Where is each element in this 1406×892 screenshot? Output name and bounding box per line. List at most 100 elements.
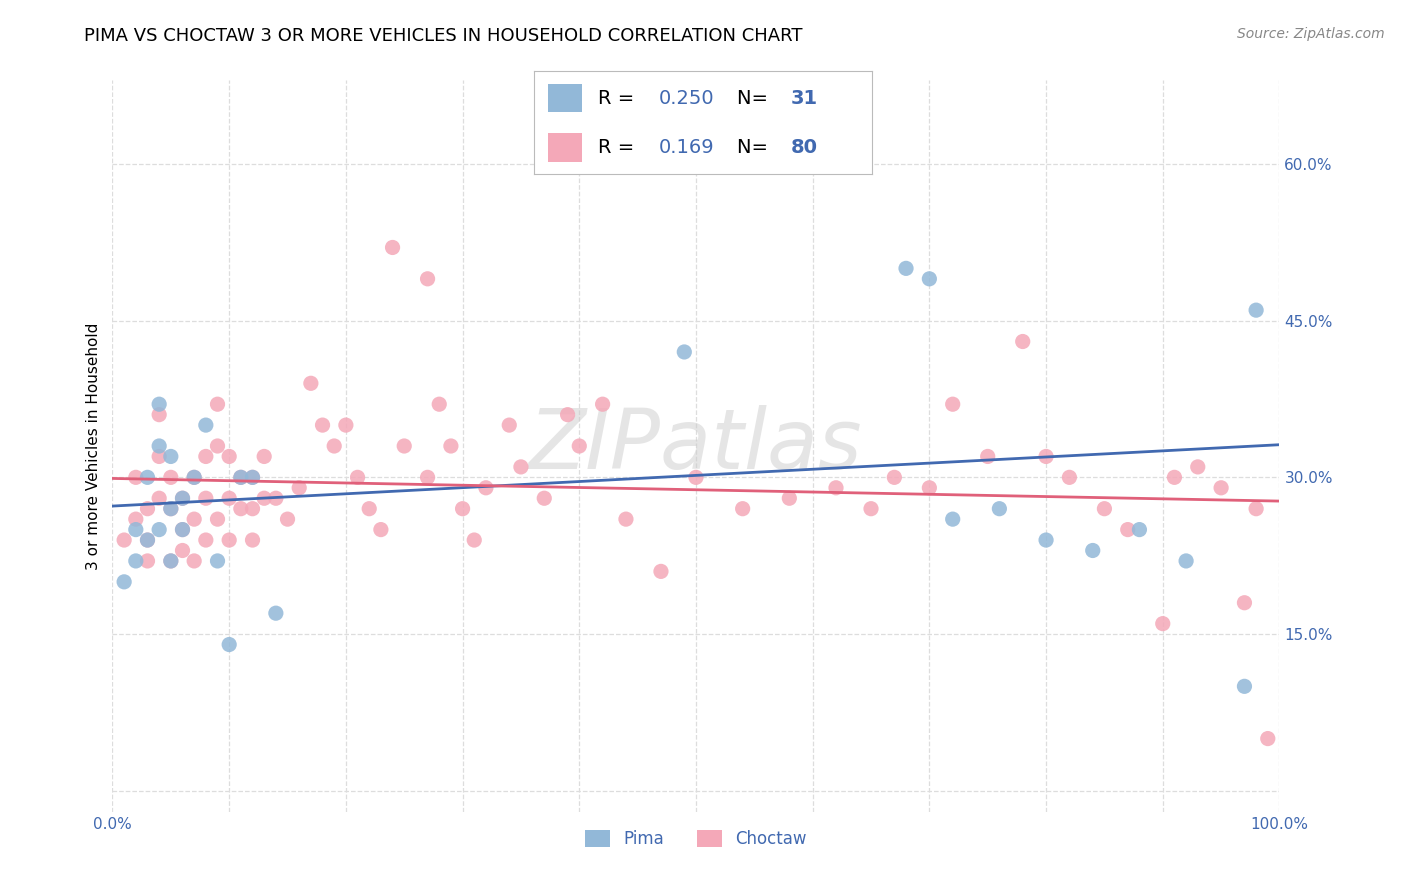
Point — [242, 470, 264, 484]
Point — [160, 470, 183, 484]
Text: Source: ZipAtlas.com: Source: ZipAtlas.com — [1237, 27, 1385, 41]
Point — [125, 470, 148, 484]
Point — [323, 439, 346, 453]
Point — [136, 533, 159, 547]
Point — [942, 397, 965, 411]
Point — [1244, 303, 1267, 318]
Point — [311, 418, 333, 433]
Point — [264, 491, 287, 506]
Point — [918, 272, 941, 286]
Point — [218, 491, 240, 506]
Point — [1163, 470, 1185, 484]
Point — [825, 481, 848, 495]
Point — [335, 418, 357, 433]
Point — [976, 450, 998, 464]
Point — [172, 523, 194, 537]
Point — [416, 272, 439, 286]
Point — [218, 638, 240, 652]
Point — [242, 501, 264, 516]
Point — [1128, 523, 1150, 537]
Point — [183, 554, 205, 568]
Point — [125, 523, 148, 537]
Point — [148, 408, 170, 422]
Point — [801, 136, 824, 150]
Bar — [548, 84, 582, 112]
Text: R =: R = — [599, 88, 641, 108]
Point — [1233, 596, 1256, 610]
Point — [359, 501, 381, 516]
Point — [172, 523, 194, 537]
Point — [194, 491, 217, 506]
Point — [242, 533, 264, 547]
Point — [1094, 501, 1116, 516]
Point — [685, 470, 707, 484]
Point — [509, 459, 531, 474]
Point — [1011, 334, 1033, 349]
Point — [194, 450, 217, 464]
Point — [1035, 450, 1057, 464]
Point — [1244, 501, 1267, 516]
Point — [125, 512, 148, 526]
Point — [160, 554, 183, 568]
Point — [172, 543, 194, 558]
Point — [451, 501, 474, 516]
Text: R =: R = — [599, 137, 641, 157]
Point — [1209, 481, 1232, 495]
Point — [1257, 731, 1279, 746]
Point — [125, 554, 148, 568]
Text: N=: N= — [737, 137, 773, 157]
Point — [894, 261, 917, 276]
Point — [136, 554, 159, 568]
Point — [475, 481, 498, 495]
Point — [1116, 523, 1139, 537]
Text: ZIPatlas: ZIPatlas — [529, 406, 863, 486]
Point — [1175, 554, 1198, 568]
Point — [592, 397, 614, 411]
Point — [148, 397, 170, 411]
Point — [276, 512, 298, 526]
Point — [218, 533, 240, 547]
Point — [207, 512, 229, 526]
Point — [731, 501, 754, 516]
Point — [533, 491, 555, 506]
Point — [1059, 470, 1081, 484]
Point — [136, 533, 159, 547]
Text: 31: 31 — [790, 88, 818, 108]
Point — [1187, 459, 1209, 474]
Point — [112, 574, 135, 589]
Point — [1035, 533, 1057, 547]
Point — [253, 450, 276, 464]
Point — [207, 439, 229, 453]
Point — [1081, 543, 1104, 558]
Point — [650, 565, 672, 579]
Point — [1233, 679, 1256, 693]
Point — [370, 523, 392, 537]
Point — [160, 501, 183, 516]
Text: PIMA VS CHOCTAW 3 OR MORE VEHICLES IN HOUSEHOLD CORRELATION CHART: PIMA VS CHOCTAW 3 OR MORE VEHICLES IN HO… — [84, 27, 803, 45]
Point — [1152, 616, 1174, 631]
Point — [288, 481, 311, 495]
Point — [148, 450, 170, 464]
Point — [253, 491, 276, 506]
Point — [229, 470, 252, 484]
Point — [299, 376, 322, 391]
Point — [148, 491, 170, 506]
Point — [381, 240, 404, 254]
Point — [172, 491, 194, 506]
Point — [207, 397, 229, 411]
Point — [207, 554, 229, 568]
Point — [194, 418, 217, 433]
Bar — [548, 133, 582, 161]
Text: N=: N= — [737, 88, 773, 108]
Point — [183, 470, 205, 484]
Point — [427, 397, 450, 411]
Point — [346, 470, 368, 484]
Point — [136, 501, 159, 516]
Point — [183, 512, 205, 526]
Point — [416, 470, 439, 484]
Legend: Pima, Choctaw: Pima, Choctaw — [578, 823, 814, 855]
Point — [557, 408, 579, 422]
Point — [440, 439, 463, 453]
Point — [136, 470, 159, 484]
Point — [988, 501, 1011, 516]
